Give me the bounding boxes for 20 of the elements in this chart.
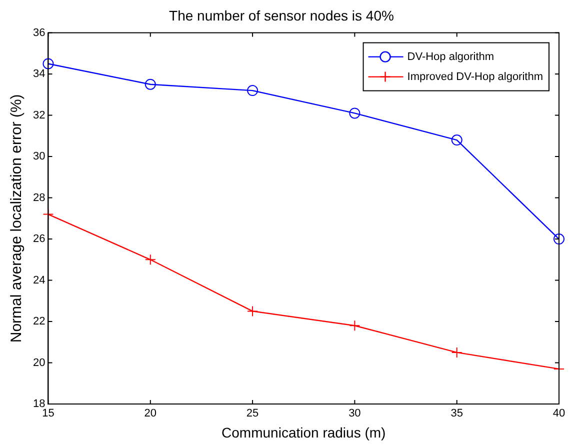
x-tick-label: 40	[552, 408, 566, 420]
y-tick-label: 22	[32, 316, 46, 328]
x-axis-title: Communication radius (m)	[222, 424, 386, 440]
y-tick-label: 32	[32, 109, 46, 122]
y-axis-title: Normal average localization error (%)	[8, 94, 26, 343]
y-tick-label: 36	[32, 26, 46, 39]
x-tick-label: 35	[450, 408, 463, 420]
legend-label: DV-Hop algorithm	[407, 50, 494, 63]
legend-label: Improved DV-Hop algorithm	[407, 70, 544, 83]
y-tick-label: 20	[32, 356, 46, 369]
y-tick-label: 34	[32, 68, 46, 80]
chart-title: The number of sensor nodes is 40%	[169, 7, 394, 24]
y-tick-label: 24	[32, 274, 46, 286]
x-tick-label: 30	[348, 408, 361, 420]
y-tick-label: 30	[32, 150, 46, 163]
x-tick-label: 15	[42, 408, 54, 420]
y-tick-label: 26	[32, 233, 46, 246]
x-tick-label: 25	[246, 408, 259, 420]
y-tick-label: 28	[32, 192, 46, 204]
x-tick-label: 20	[144, 408, 157, 420]
